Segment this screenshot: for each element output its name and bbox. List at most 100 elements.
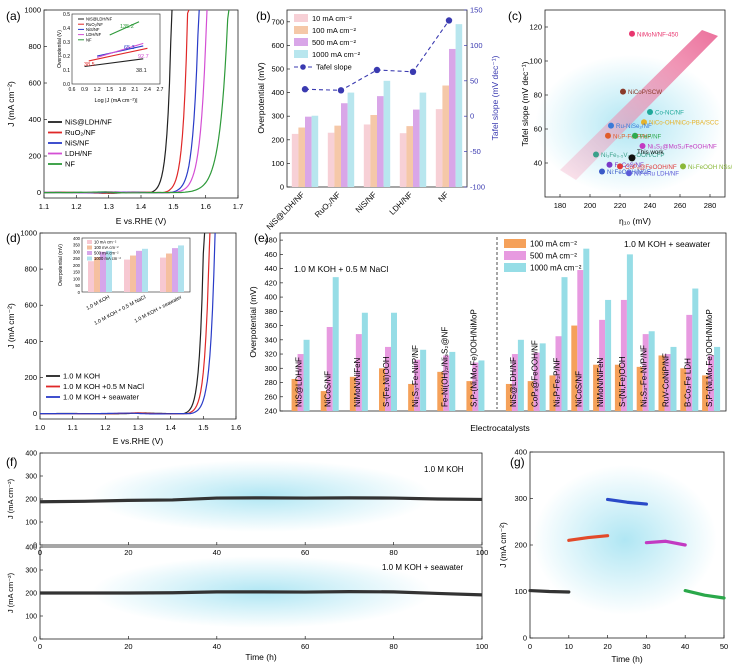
panel-a-ytick-label: 0 [37,188,41,197]
panel-f-xtick-label: 60 [301,642,309,651]
panel-b-tafel-point [445,17,453,24]
panel-b-bar-chart: 0 100 200 300 400 500 600 700 -100 -50 0 50 100 150 N… [256,6,500,232]
panel-c-point-label: Ni-FeOOH NSs/NF [688,164,732,171]
panel-d-inset-ytick-label: 150 [73,270,81,275]
panel-a-inset-fit-line [109,21,140,36]
panel-b-legend-swatch [294,50,308,58]
panel-e-ytick-label: 240 [264,407,277,416]
panel-f-ylabel-1: J (mA cm⁻²) [6,478,15,519]
panel-a-inset-xtick-label: 2.4 [144,87,151,93]
panel-f-xtick-label: 20 [124,642,132,651]
panel-e-bar [658,355,665,411]
panel-b-bar [399,133,407,187]
panel-e-category-label: CoPₓ@FeOOH/NF [531,340,540,407]
panel-c-point-label: This work [637,149,664,156]
panel-d-inset-legend-swatch [87,245,92,250]
panel-b-legend-text: 10 mA cm⁻² [312,14,352,23]
panel-g-xtick-label: 10 [565,642,573,651]
panel-d-legend-text: 1.0 M KOH +0.5 M NaCl [63,382,144,391]
panel-d-ytick-label: 400 [24,337,37,346]
panel-f-xtick-label: 100 [476,642,489,651]
panel-b-tafel-point [301,86,309,93]
panel-b-category-label: RuO₂/NF [313,190,342,219]
panel-b-ytick-label: 100 [271,159,284,168]
panel-c-point-label: NiFeRu LDH/NF [634,171,679,178]
panel-c-point-label: Ru-NiSe₂/NF [616,123,652,130]
panel-label-e: (e) [254,231,269,245]
panel-d-inset-bar [94,257,100,292]
panel-a-xtick-label: 1.2 [71,202,81,211]
panel-c-point [605,132,611,139]
panel-e-bar [303,339,310,411]
panel-f-xlabel: Time (h) [245,652,276,662]
panel-c-point-label: Co-NC/NF [655,110,684,117]
panel-a-legend-text: NiS@LDH/NF [65,118,112,127]
panel-b-ylabel: Overpotential (mV) [256,62,266,133]
panel-e-bar [708,355,715,411]
panel-b-y2tick-label: 50 [470,76,478,85]
panel-e-category-label: Ni₂P-Fe₂P/NF [553,358,562,407]
panel-g-segment [528,588,571,594]
panel-e-ytick-label: 480 [264,236,277,245]
panel-e-category-label: S-(Fe,Ni)OOH [382,356,391,407]
panel-c-point [606,161,613,168]
panel-f-xtick-label: 60 [301,548,309,557]
panel-d-xtick-label: 1.4 [165,423,175,432]
panel-b-bar [341,103,348,187]
panel-a-inset-fit-line [84,58,144,68]
panel-f-xtick-label: 40 [213,548,221,557]
panel-g-xtick-label: 40 [681,642,689,651]
panel-b-bar [347,92,355,187]
panel-a-legend-text: RuO₂/NF [65,128,96,137]
panel-e-bar [636,366,643,411]
panel-a-inset-xtick-label: 2.7 [157,87,164,93]
panel-d-inset-bar [88,261,94,292]
panel-d-xtick-label: 1.3 [133,423,143,432]
panel-c-point-label: FeCoS/NF [615,162,644,169]
panel-e-ytick-label: 380 [264,307,277,316]
panel-b-ytick-label: 700 [271,17,284,26]
panel-a-inset-legend-text: NF [86,37,92,42]
panel-d-inset-legend-swatch [87,256,92,261]
panel-a-xtick-label: 1.1 [39,202,49,211]
panel-d-xlabel: E vs.RHE (V) [113,436,164,446]
panel-a-legend-text: LDH/NF [65,149,93,158]
panel-a-legend-text: NF [65,160,75,169]
panel-e-category-label: NiS@LDH/NF [295,357,304,407]
panel-d-inset-legend-text: 100 mA cm⁻² [94,245,119,250]
panel-e-bar [593,364,600,411]
panel-d-inset-ylabel: Overpotential (mV) [58,244,64,286]
panel-d-xtick-label: 1.6 [231,423,241,432]
panel-e-bar [449,351,456,411]
panel-b-legend-swatch [294,38,308,46]
panel-a-xtick-label: 1.3 [103,202,113,211]
panel-e-category-label: Ni₂S₃-Fe-Ni/P/NF [640,345,649,407]
panel-e-bar [291,378,298,411]
panel-g-ytick-label: 300 [514,494,527,503]
panel-a-ytick-label: 1000 [24,6,41,15]
panel-e-bar [527,381,534,411]
panel-label-d: (d) [6,231,21,245]
panel-a-xtick-label: 1.5 [168,202,178,211]
panel-e-bar [686,314,693,411]
panel-b-legend-text: 1000 mA cm⁻² [312,50,361,59]
panel-d-inset-bar [106,250,112,292]
panel-d-ytick-label: 800 [24,265,37,274]
panel-e-bar [620,299,627,411]
panel-b-category-label: LDH/NF [388,190,415,217]
panel-g-segment [567,534,610,542]
panel-d-legend-text: 1.0 M KOH + seawater [63,393,140,402]
panel-label-b: (b) [256,9,271,23]
panel-b-ytick-label: 400 [271,88,284,97]
panel-e-bar [571,325,578,411]
panel-e-category-label: NiCoS/NF [574,371,583,407]
panel-d-inset-ytick-label: 300 [73,249,81,254]
panel-e-category-label: RuV-CoNiP/NF [662,353,671,407]
panel-c-point [620,88,626,95]
panel-d-inset-ytick-label: 200 [73,263,81,268]
panel-a-inset-slope-label: 92.7 [138,54,149,60]
panel-d-inset-bar [124,259,130,292]
panel-e-ytick-label: 400 [264,293,277,302]
panel-d-ytick-label: 1000 [20,229,37,238]
